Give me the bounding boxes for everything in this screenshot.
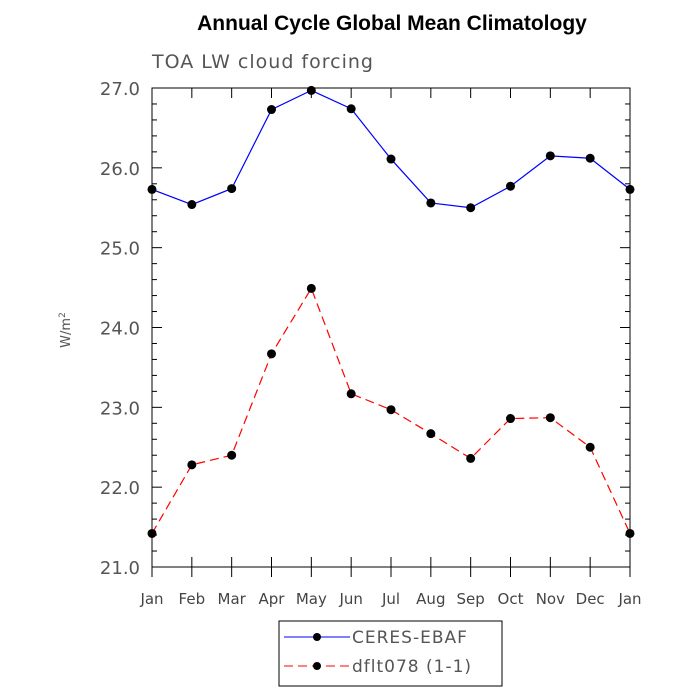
point-ceres-ebaf-8 bbox=[466, 203, 476, 213]
legend-box bbox=[278, 620, 503, 687]
point-ceres-ebaf-7 bbox=[426, 198, 436, 208]
point-dflt078-1-1-6 bbox=[386, 405, 396, 415]
legend-marker-ceres-ebaf bbox=[313, 633, 321, 641]
point-ceres-ebaf-3 bbox=[267, 105, 276, 115]
point-dflt078-1-1-7 bbox=[426, 429, 436, 439]
chart-title: Annual Cycle Global Mean Climatology bbox=[197, 12, 587, 35]
point-dflt078-1-1-1 bbox=[187, 460, 197, 470]
point-dflt078-1-1-4 bbox=[306, 283, 316, 293]
point-ceres-ebaf-1 bbox=[187, 200, 197, 210]
point-ceres-ebaf-10 bbox=[545, 151, 555, 161]
point-ceres-ebaf-2 bbox=[227, 184, 237, 194]
point-dflt078-1-1-2 bbox=[227, 450, 237, 460]
x-tick-label-apr: Apr bbox=[259, 590, 286, 608]
legend: CERES-EBAF dflt078 (1-1) bbox=[278, 620, 503, 687]
point-ceres-ebaf-9 bbox=[506, 181, 515, 191]
series-layer bbox=[147, 85, 635, 538]
legend-label-ceres-ebaf: CERES-EBAF bbox=[352, 628, 468, 648]
x-tick-label-feb: Feb bbox=[179, 590, 206, 608]
point-dflt078-1-1-9 bbox=[506, 414, 515, 424]
x-tick-label-oct: Oct bbox=[498, 590, 524, 608]
y-tick-label: 27.0 bbox=[100, 79, 140, 100]
x-tick-labels: Jan Feb Mar Apr May Jun Jul Aug Sep Oct Nov Dec Jan bbox=[139, 590, 641, 608]
point-dflt078-1-1-12 bbox=[625, 528, 635, 538]
y-tick-label: 21.0 bbox=[100, 558, 140, 579]
x-tick-label-jan: Jan bbox=[617, 590, 641, 608]
point-ceres-ebaf-11 bbox=[585, 153, 595, 163]
x-tick-label-aug: Aug bbox=[416, 590, 445, 608]
point-dflt078-1-1-8 bbox=[466, 453, 476, 463]
point-dflt078-1-1-3 bbox=[267, 349, 276, 359]
y-tick-label: 22.0 bbox=[100, 478, 140, 499]
point-dflt078-1-1-5 bbox=[346, 389, 356, 399]
x-tick-label-dec: Dec bbox=[576, 590, 605, 608]
y-tick-label: 25.0 bbox=[100, 239, 140, 260]
point-ceres-ebaf-6 bbox=[386, 154, 396, 164]
axis-ticks bbox=[151, 87, 631, 577]
y-tick-labels: 21.0 22.0 23.0 24.0 25.0 26.0 27.0 bbox=[100, 79, 140, 579]
y-tick-label: 26.0 bbox=[100, 159, 140, 180]
x-tick-label-may: May bbox=[296, 590, 327, 608]
x-tick-label-sep: Sep bbox=[457, 590, 485, 608]
x-tick-label-jul: Jul bbox=[381, 590, 400, 608]
point-dflt078-1-1-11 bbox=[585, 442, 595, 452]
y-axis-label: W/m2 bbox=[58, 312, 74, 348]
point-ceres-ebaf-0 bbox=[147, 184, 157, 194]
x-tick-label-mar: Mar bbox=[218, 590, 247, 608]
y-tick-label: 24.0 bbox=[100, 319, 140, 340]
y-tick-label: 23.0 bbox=[100, 398, 140, 419]
point-dflt078-1-1-0 bbox=[147, 528, 157, 538]
point-ceres-ebaf-5 bbox=[346, 104, 356, 114]
x-tick-label-jun: Jun bbox=[338, 590, 362, 608]
series-line-ceres-ebaf bbox=[151, 89, 631, 209]
chart-subtitle: TOA LW cloud forcing bbox=[151, 51, 374, 73]
point-ceres-ebaf-4 bbox=[306, 85, 316, 95]
legend-label-dflt078: dflt078 (1-1) bbox=[352, 657, 472, 677]
point-ceres-ebaf-12 bbox=[625, 184, 635, 194]
x-tick-label-nov: Nov bbox=[536, 590, 565, 608]
point-dflt078-1-1-10 bbox=[545, 413, 555, 423]
x-tick-label-jan: Jan bbox=[139, 590, 163, 608]
legend-marker-dflt078 bbox=[313, 662, 321, 670]
